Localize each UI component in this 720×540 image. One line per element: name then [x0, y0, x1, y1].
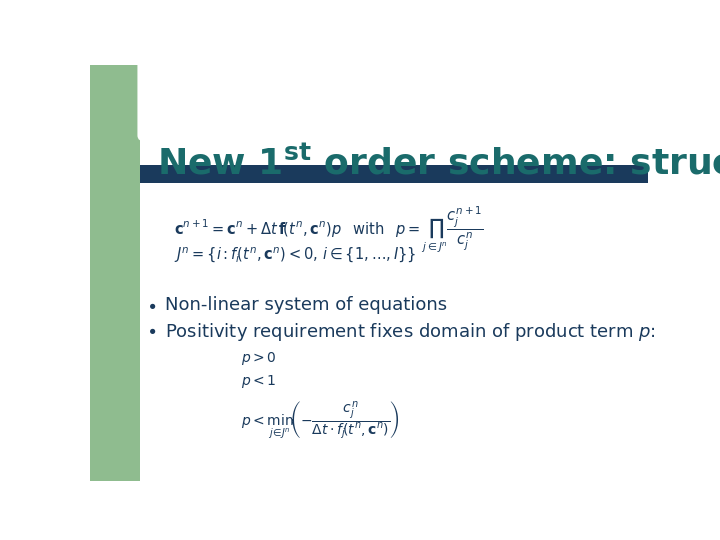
Bar: [285, 65, 648, 140]
Text: $\mathbf{c}^{n+1} = \mathbf{c}^n + \Delta t\,\mathbf{f}\!\left(t^n,\mathbf{c}^n\: $\mathbf{c}^{n+1} = \mathbf{c}^n + \Delt…: [174, 204, 483, 254]
Text: $p < \min_{j\in J^n}\!\left(-\dfrac{c_j^n}{\Delta t\cdot f_j\!\left(t^n,\mathbf{: $p < \min_{j\in J^n}\!\left(-\dfrac{c_j^…: [240, 400, 400, 441]
Text: $p<1$: $p<1$: [240, 373, 276, 390]
Text: $\bullet$: $\bullet$: [145, 321, 156, 339]
Bar: [140, 165, 648, 183]
Text: $\bullet$: $\bullet$: [145, 295, 156, 314]
Text: New 1$\mathregular{^{st}}$ order scheme: structure: New 1$\mathregular{^{st}}$ order scheme:…: [157, 146, 720, 181]
FancyBboxPatch shape: [138, 58, 297, 141]
Text: $p>0$: $p>0$: [240, 349, 276, 367]
Bar: [90, 65, 285, 140]
Bar: [90, 65, 140, 481]
Text: Non-linear system of equations: Non-linear system of equations: [166, 295, 447, 314]
Text: Positivity requirement fixes domain of product term $p$:: Positivity requirement fixes domain of p…: [166, 321, 656, 342]
Text: $J^n = \left\{i : f_i\!\left(t^n,\mathbf{c}^n\right) < 0,\,i\in\{1,\ldots,I\}\ri: $J^n = \left\{i : f_i\!\left(t^n,\mathbf…: [174, 246, 416, 265]
